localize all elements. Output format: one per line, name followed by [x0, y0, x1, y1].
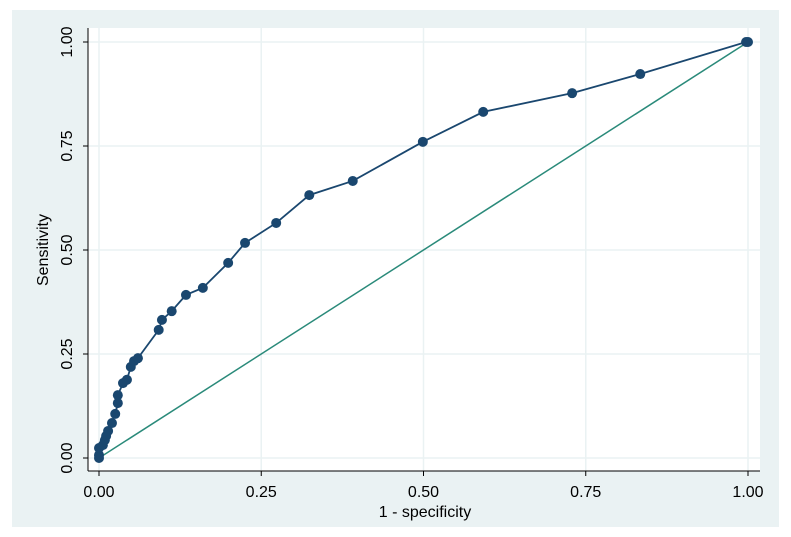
roc-point: [180, 289, 191, 300]
roc-point: [223, 257, 234, 268]
roc-point: [156, 314, 167, 325]
roc-point: [240, 237, 251, 248]
roc-point: [132, 353, 143, 364]
y-tick-label: 0.25: [59, 338, 76, 369]
roc-point: [106, 418, 117, 429]
roc-point: [112, 390, 123, 401]
roc-point: [304, 190, 315, 201]
roc-point: [347, 175, 358, 186]
roc-point: [153, 324, 164, 335]
roc-point: [743, 37, 753, 47]
y-tick-label: 1.00: [59, 26, 76, 57]
roc-point: [197, 282, 208, 293]
roc-point: [635, 69, 646, 80]
roc-point: [94, 450, 104, 461]
roc-point: [112, 398, 123, 409]
x-tick-label: 0.25: [246, 484, 277, 501]
roc-point: [478, 106, 489, 117]
roc-point: [567, 88, 578, 99]
roc-point: [417, 136, 428, 147]
roc-point: [121, 374, 132, 385]
y-axis-label: Sensitivity: [35, 214, 52, 286]
roc-point: [271, 217, 282, 228]
y-tick-label: 0.00: [59, 442, 76, 473]
y-tick-label: 0.50: [59, 234, 76, 265]
x-tick-label: 0.00: [83, 484, 114, 501]
roc-point: [103, 425, 114, 436]
roc-point: [110, 408, 121, 419]
roc-point: [166, 306, 177, 317]
x-axis-label: 1 - specificity: [379, 504, 471, 521]
reference-line: [98, 41, 749, 459]
x-tick-label: 0.75: [570, 484, 601, 501]
x-tick-label: 1.00: [732, 484, 763, 501]
x-tick-label: 0.50: [408, 484, 439, 501]
y-tick-label: 0.75: [59, 130, 76, 161]
